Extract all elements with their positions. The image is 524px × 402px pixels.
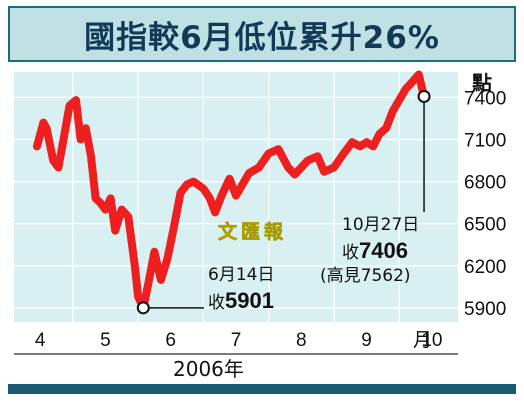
title-bar: 國指較6月低位累升26% — [8, 6, 516, 62]
x-tick-6: 6 — [165, 330, 176, 351]
bottom-bar — [8, 384, 516, 394]
x-tick-9: 9 — [361, 330, 372, 351]
low-close-label: 收 — [208, 293, 225, 313]
series-layer — [32, 70, 428, 312]
y-tick-5900: 5900 — [464, 299, 506, 320]
chart-title: 國指較6月低位累升26% — [84, 19, 440, 56]
low-close-value: 5901 — [225, 288, 274, 313]
high-close-label: 收 — [342, 243, 359, 263]
x-tick-8: 8 — [296, 330, 307, 351]
high-peak-note: (高見7562) — [320, 266, 411, 286]
x-tick-4: 4 — [35, 330, 46, 351]
y-tick-6500: 6500 — [464, 215, 506, 236]
annotation-low: 6月14日 收5901 — [208, 265, 274, 313]
series-line — [32, 70, 428, 312]
markers-layer — [136, 89, 431, 315]
x-axis-label: 2006年 — [173, 357, 244, 381]
chart-frame: 文匯報 5900 6200 6500 6800 7100 7400 點 4 5 6 7 8 9 10 … — [8, 66, 516, 394]
low-date-label: 6月14日 — [208, 265, 274, 285]
low-close-row: 收5901 — [208, 288, 274, 313]
high-close-value: 7406 — [359, 238, 408, 263]
y-tick-labels: 5900 6200 6500 6800 7100 7400 — [464, 88, 506, 320]
watermark-text: 文匯報 — [218, 220, 287, 243]
high-close-row: 收7406 — [342, 238, 408, 263]
annotation-high: 10月27日 收7406 (高見7562) — [320, 215, 419, 286]
y-tick-7400: 7400 — [464, 88, 506, 109]
y-tick-6800: 6800 — [464, 173, 506, 194]
gridlines — [14, 72, 458, 322]
x-tick-7: 7 — [231, 330, 242, 351]
y-tick-6200: 6200 — [464, 257, 506, 278]
x-tick-5: 5 — [100, 330, 111, 351]
y-tick-7100: 7100 — [464, 130, 506, 151]
x-unit-label: 月 — [413, 329, 432, 351]
x-tick-labels: 4 5 6 7 8 9 10 — [35, 330, 443, 351]
y-axis-label: 點 — [472, 71, 492, 95]
marker-point-0 — [136, 301, 150, 315]
marker-point-1 — [417, 89, 431, 103]
high-date-label: 10月27日 — [342, 215, 419, 235]
x-tick-10: 10 — [421, 330, 442, 351]
